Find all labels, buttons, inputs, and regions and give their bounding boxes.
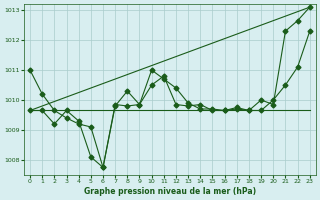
X-axis label: Graphe pression niveau de la mer (hPa): Graphe pression niveau de la mer (hPa) (84, 187, 256, 196)
